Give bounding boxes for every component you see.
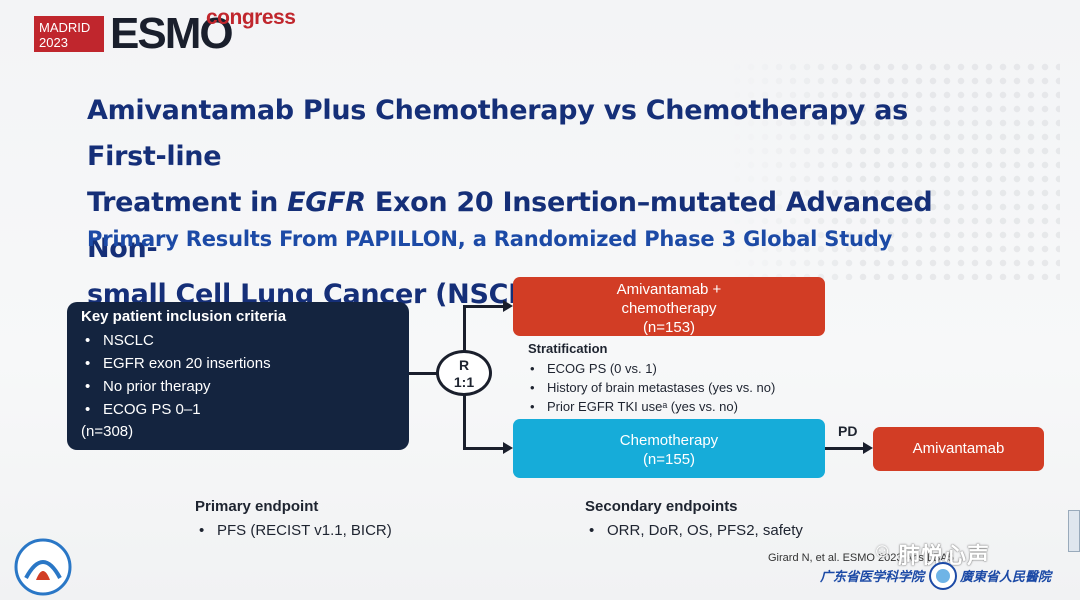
inclusion-heading: Key patient inclusion criteria	[81, 308, 287, 325]
stratification-item: ECOG PS (0 vs. 1)	[528, 359, 775, 378]
randomization-ratio: 1:1	[453, 374, 475, 390]
primary-endpoint-list: PFS (RECIST v1.1, BICR)	[195, 521, 392, 541]
secondary-endpoints-block: Secondary endpoints ORR, DoR, OS, PFS2, …	[585, 498, 803, 541]
inclusion-sample-size: (n=308)	[81, 423, 134, 440]
randomization-node: R 1:1	[436, 350, 492, 396]
inclusion-item: EGFR exon 20 insertions	[81, 352, 395, 375]
connector-to-arm1	[463, 305, 503, 308]
side-scroll-tab[interactable]	[1068, 510, 1080, 552]
arm1-label-line1: Amivantamab +	[616, 281, 722, 298]
slide-subtitle: Primary Results From PAPILLON, a Randomi…	[87, 227, 893, 251]
connector-arm2-to-crossover	[825, 447, 863, 450]
arm2-sample-size: (n=155)	[642, 451, 696, 468]
congress-year: 2023	[39, 35, 68, 50]
institution-right: 廣東省人民醫院	[960, 569, 1052, 584]
institution-seal-icon	[929, 562, 957, 590]
stratification-item: Prior EGFR TKI useᵃ (yes vs. no)	[528, 397, 775, 416]
secondary-endpoints-list: ORR, DoR, OS, PFS2, safety	[585, 521, 803, 541]
arm1-sample-size: (n=153)	[642, 319, 696, 336]
arm1-label-line2: chemotherapy	[621, 300, 717, 317]
randomization-letter: R	[458, 357, 470, 373]
arm2-label: Chemotherapy	[619, 432, 719, 449]
inclusion-item: No prior therapy	[81, 375, 395, 398]
arrow-to-crossover	[863, 442, 873, 454]
title-gene-name: EGFR	[287, 187, 366, 218]
congress-wordmark: congress	[206, 6, 296, 29]
crossover-pd-label: PD	[838, 423, 858, 439]
esmo-congress-logo: MADRID 2023 ESMO congress	[34, 6, 304, 58]
primary-endpoint-heading: Primary endpoint	[195, 498, 319, 515]
inclusion-item: ECOG PS 0–1	[81, 398, 395, 421]
congress-city: MADRID	[39, 20, 91, 35]
arrow-to-arm2	[503, 442, 513, 454]
stratification-heading: Stratification	[528, 341, 608, 356]
background-dot-pattern	[730, 60, 1060, 280]
stratification-list: ECOG PS (0 vs. 1) History of brain metas…	[528, 359, 775, 416]
arm-crossover-amivantamab: Amivantamab	[873, 427, 1044, 471]
connector-to-arm2	[463, 447, 503, 450]
primary-endpoint-item: PFS (RECIST v1.1, BICR)	[195, 521, 392, 541]
connector-box-to-r	[409, 372, 437, 375]
primary-endpoint-block: Primary endpoint PFS (RECIST v1.1, BICR)	[195, 498, 392, 541]
inclusion-criteria-box: Key patient inclusion criteria NSCLC EGF…	[67, 302, 409, 450]
arrow-to-arm1	[503, 300, 513, 312]
stratification-item: History of brain metastases (yes vs. no)	[528, 378, 775, 397]
arm-chemotherapy: Chemotherapy (n=155)	[513, 419, 825, 478]
title-line-1: Amivantamab Plus Chemotherapy vs Chemoth…	[87, 95, 908, 172]
hospital-logo-icon	[14, 538, 72, 596]
citation: Girard N, et al. ESMO 2023 Abs LBA5	[768, 552, 954, 564]
arm-amivantamab-chemo: Amivantamab + chemotherapy (n=153)	[513, 277, 825, 336]
congress-city-badge: MADRID 2023	[34, 16, 104, 52]
stratification-block: Stratification ECOG PS (0 vs. 1) History…	[528, 341, 775, 416]
title-line-2: Treatment in EGFR Exon 20 Insertion–muta…	[87, 180, 987, 272]
inclusion-list: NSCLC EGFR exon 20 insertions No prior t…	[81, 329, 395, 421]
wechat-icon: ☺	[872, 540, 893, 562]
title-line-2-prefix: Treatment in	[87, 187, 288, 218]
inclusion-item: NSCLC	[81, 329, 395, 352]
secondary-endpoint-item: ORR, DoR, OS, PFS2, safety	[585, 521, 803, 541]
institution-left: 广东省医学科学院	[820, 569, 925, 584]
title-line-2-suffix: Exon 20 Insertion–mutated Advanced Non-	[87, 187, 933, 264]
esmo-wordmark: ESMO	[110, 9, 234, 58]
slide-title: Amivantamab Plus Chemotherapy vs Chemoth…	[87, 88, 987, 318]
secondary-endpoints-heading: Secondary endpoints	[585, 498, 738, 515]
